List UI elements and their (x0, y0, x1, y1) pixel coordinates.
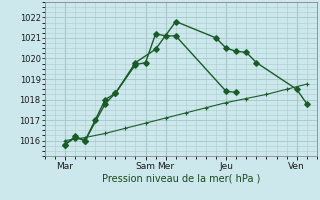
X-axis label: Pression niveau de la mer( hPa ): Pression niveau de la mer( hPa ) (102, 173, 260, 183)
